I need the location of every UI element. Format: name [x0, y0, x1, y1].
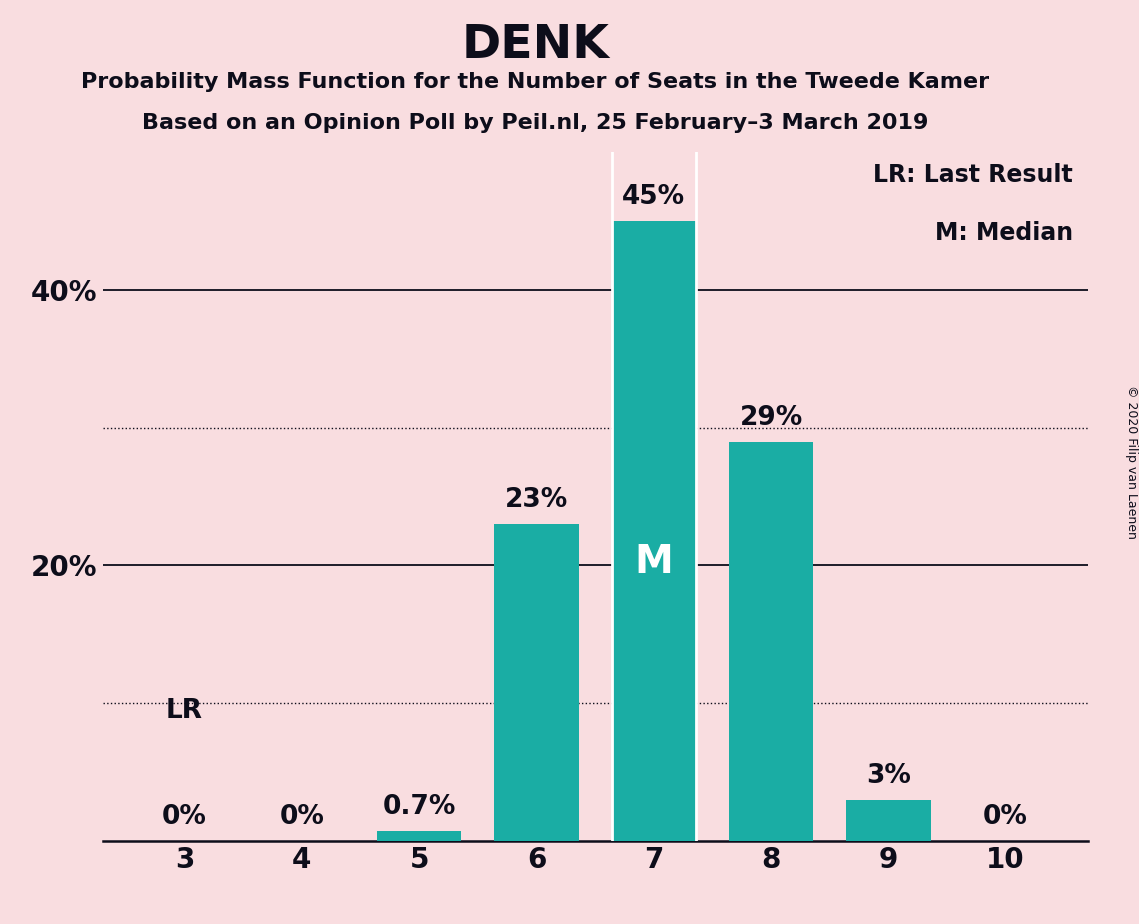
Bar — [612, 222, 696, 841]
Text: M: M — [634, 543, 673, 581]
Text: LR: LR — [166, 698, 203, 723]
Text: 0%: 0% — [162, 804, 207, 830]
Bar — [729, 442, 813, 841]
Bar — [494, 524, 579, 841]
Text: DENK: DENK — [461, 23, 609, 68]
Bar — [377, 832, 461, 841]
Text: 0.7%: 0.7% — [383, 795, 456, 821]
Text: Based on an Opinion Poll by Peil.nl, 25 February–3 March 2019: Based on an Opinion Poll by Peil.nl, 25 … — [142, 113, 928, 133]
Text: 45%: 45% — [622, 184, 686, 211]
Text: M: Median: M: Median — [935, 222, 1073, 245]
Text: 23%: 23% — [505, 487, 568, 513]
Text: 29%: 29% — [739, 405, 803, 431]
Text: © 2020 Filip van Laenen: © 2020 Filip van Laenen — [1124, 385, 1138, 539]
Text: 0%: 0% — [279, 804, 325, 830]
Text: Probability Mass Function for the Number of Seats in the Tweede Kamer: Probability Mass Function for the Number… — [81, 72, 990, 92]
Text: 3%: 3% — [866, 762, 911, 788]
Text: LR: Last Result: LR: Last Result — [874, 163, 1073, 187]
Text: 0%: 0% — [983, 804, 1029, 830]
Bar — [846, 799, 931, 841]
